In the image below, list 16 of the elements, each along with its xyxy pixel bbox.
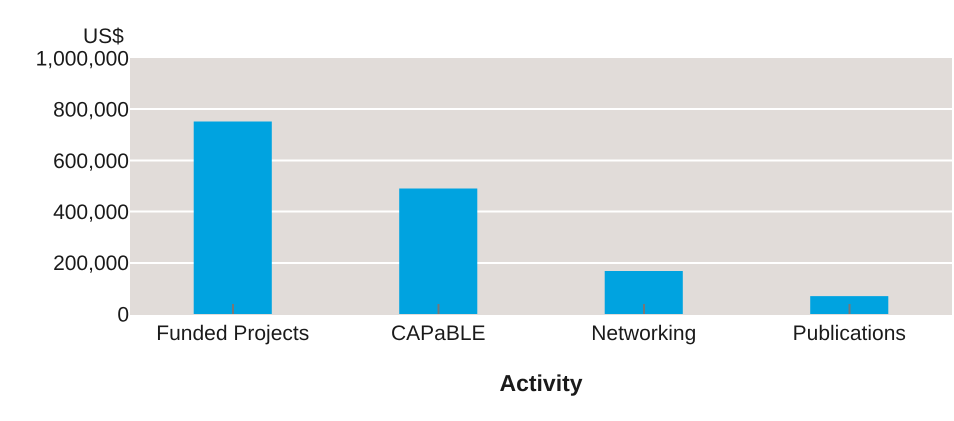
x-tick-label: CAPaBLE bbox=[390, 322, 486, 346]
y-tick-label: 600,000 bbox=[53, 150, 129, 173]
y-tick-label: 1,000,000 bbox=[36, 47, 129, 70]
bar bbox=[399, 188, 478, 314]
x-tick-label: Publications bbox=[792, 322, 906, 346]
x-axis-title: Activity bbox=[499, 370, 583, 396]
y-tick-label: 0 bbox=[117, 303, 129, 326]
y-tick-label: 200,000 bbox=[53, 252, 129, 276]
y-tick-label: 800,000 bbox=[53, 98, 129, 122]
y-axis-title: US$ bbox=[83, 25, 124, 48]
bar bbox=[194, 121, 272, 314]
x-tick-label: Networking bbox=[591, 322, 696, 346]
bar bbox=[604, 270, 683, 314]
y-tick-label: 400,000 bbox=[53, 200, 129, 224]
bar bbox=[810, 296, 888, 314]
x-tick-label: Funded Projects bbox=[156, 322, 310, 346]
